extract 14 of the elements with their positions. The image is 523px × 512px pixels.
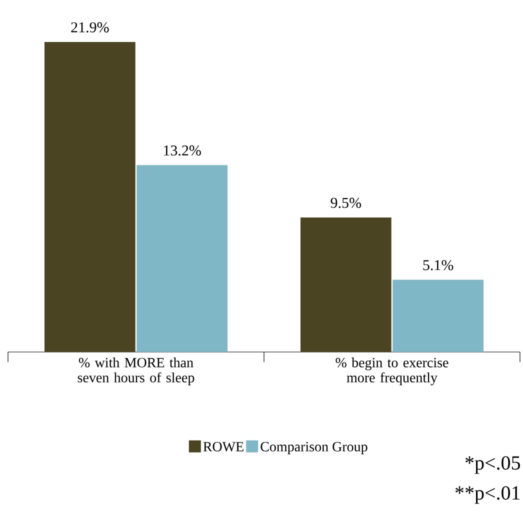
bar xyxy=(300,218,392,352)
bar xyxy=(392,280,484,352)
data-label: 9.5% xyxy=(330,198,362,208)
data-label: 5.1% xyxy=(423,260,454,270)
legend-label: Comparison Group xyxy=(260,442,368,454)
legend-label: ROWE xyxy=(203,442,244,452)
data-label: 13.2% xyxy=(164,145,201,156)
text: *p<.05 xyxy=(465,456,520,474)
data-label: 21.9% xyxy=(71,22,109,32)
bar xyxy=(136,165,228,352)
bar xyxy=(44,42,136,352)
x-tick-label: % with MORE than seven hours of sleep xyxy=(78,358,194,386)
x-tick-label: % begin to exercise more frequently xyxy=(336,358,448,386)
text: **p<.01 xyxy=(455,486,520,504)
